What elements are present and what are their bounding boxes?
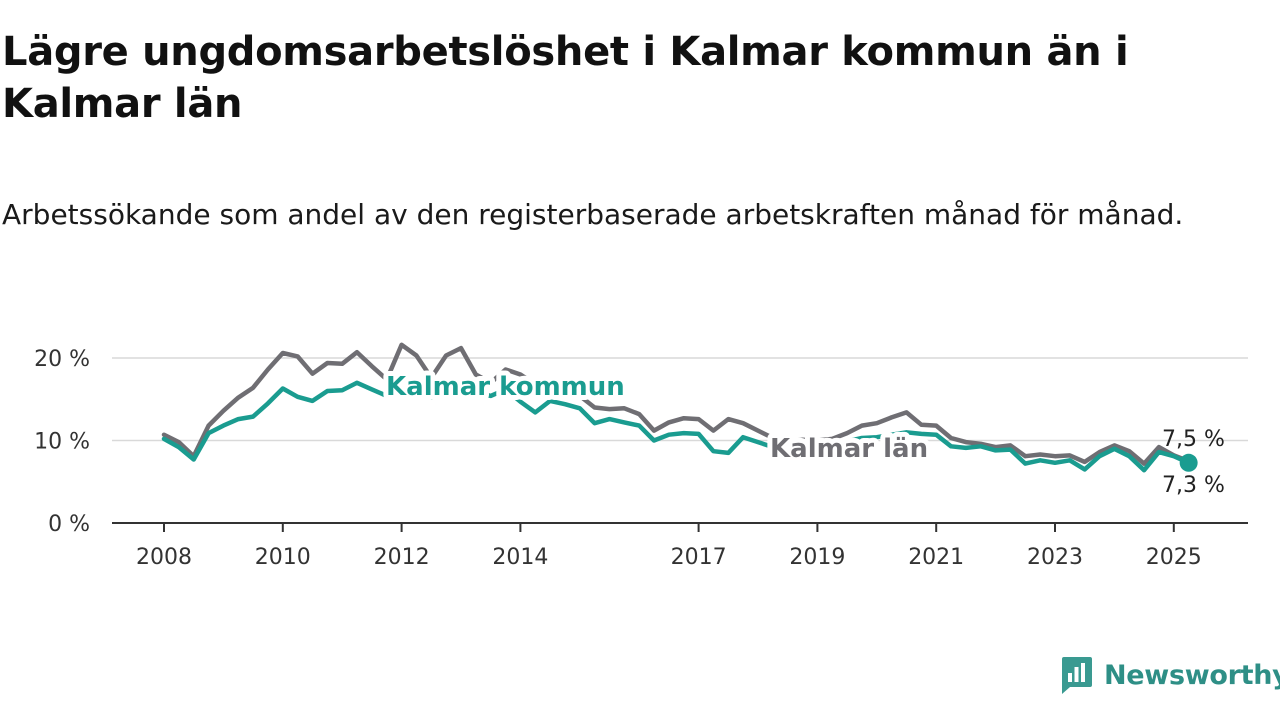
x-tick-label: 2010 — [255, 545, 311, 570]
y-tick-label: 20 % — [34, 347, 90, 372]
y-axis: 0 % 10 % 20 % — [34, 347, 90, 537]
brand-name: Newsworthy — [1104, 659, 1280, 691]
end-label-kalmar-lan: 7,5 % — [1162, 427, 1225, 452]
x-tick-label: 2023 — [1027, 545, 1083, 570]
chart-title: Lägre ungdomsarbetslöshet i Kalmar kommu… — [2, 29, 1129, 127]
series-line-kalmar-kommun — [161, 378, 1191, 473]
x-tick-label: 2017 — [671, 545, 727, 570]
x-tick-label: 2021 — [908, 545, 964, 570]
series-label-kalmar-lan-halo: Kalmar län — [770, 434, 928, 464]
y-tick-label: 10 % — [34, 430, 90, 455]
gridlines — [112, 357, 1248, 442]
series-line-kalmar-lan — [161, 342, 1191, 466]
x-tick-label: 2014 — [492, 545, 548, 570]
end-label-kalmar-kommun: 7,3 % — [1162, 473, 1225, 498]
y-tick-label: 0 % — [48, 512, 90, 537]
x-axis: 2008 2010 2012 2014 2017 2019 2021 2023 2025 — [112, 522, 1248, 570]
x-tick-label: 2008 — [136, 545, 192, 570]
x-tick-label: 2012 — [374, 545, 430, 570]
series-label-kalmar-kommun: Kalmar kommun — [386, 372, 625, 402]
series-label-kalmar-kommun-halo: Kalmar kommun — [386, 372, 625, 402]
x-tick-label: 2025 — [1146, 545, 1202, 570]
x-tick-label: 2019 — [789, 545, 845, 570]
series-lines — [161, 342, 1198, 473]
series-label-kalmar-lan: Kalmar län — [770, 434, 928, 464]
brand-logo: Newsworthy — [1058, 654, 1280, 696]
bar-chart-badge-icon — [1062, 657, 1092, 694]
series-end-point — [1179, 453, 1198, 472]
chart-subtitle: Arbetssökande som andel av den registerb… — [2, 198, 1184, 231]
